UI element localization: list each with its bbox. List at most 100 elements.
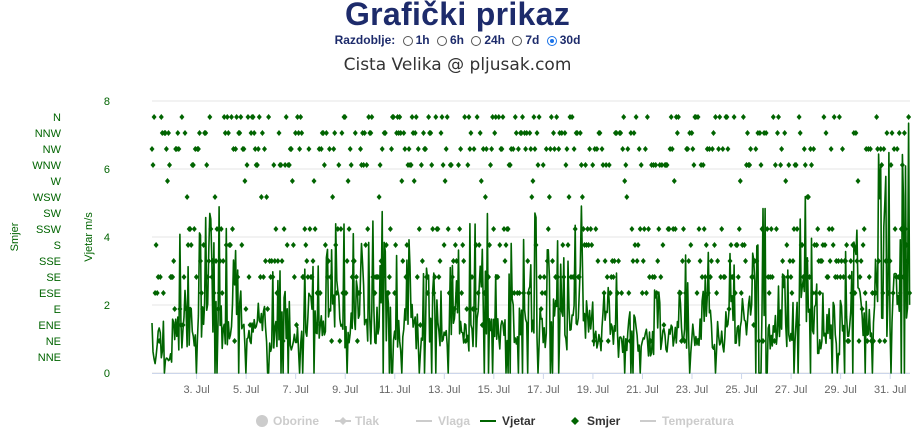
direction-point: [250, 114, 256, 120]
direction-point: [385, 290, 391, 296]
direction-point: [531, 114, 537, 120]
radio-icon[interactable]: [471, 36, 482, 46]
direction-point: [533, 242, 539, 248]
direction-point: [156, 338, 162, 344]
direction-point: [577, 130, 583, 136]
direction-point: [491, 226, 497, 232]
direction-point: [383, 242, 389, 248]
direction-point: [655, 258, 661, 264]
direction-point: [400, 258, 406, 264]
direction-point: [366, 114, 372, 120]
direction-point: [387, 226, 393, 232]
direction-point: [325, 274, 330, 280]
speed-tick-label: 8: [104, 96, 110, 108]
legend-item-vlaga[interactable]: Vlaga: [416, 414, 470, 428]
direction-point: [703, 242, 709, 248]
direction-point: [718, 274, 724, 280]
direction-point: [187, 226, 193, 232]
direction-point: [810, 290, 816, 296]
direction-point: [714, 290, 720, 296]
direction-point: [358, 146, 363, 152]
direction-point: [375, 274, 381, 280]
direction-tick-label: SW: [43, 208, 61, 220]
direction-point: [738, 290, 744, 296]
direction-point: [705, 290, 711, 296]
direction-point: [296, 130, 302, 136]
direction-point: [213, 258, 219, 264]
legend-item-oborine[interactable]: Oborine: [256, 414, 319, 428]
direction-point: [468, 130, 474, 136]
direction-point: [256, 114, 262, 120]
period-option-7d[interactable]: 7d: [512, 33, 539, 47]
x-tick-label: 31. Jul: [874, 384, 906, 396]
direction-point: [283, 114, 289, 120]
direction-point: [492, 130, 498, 136]
direction-point: [450, 258, 456, 264]
legend-item-tlak[interactable]: Tlak: [335, 414, 379, 428]
direction-point: [874, 114, 880, 120]
direction-point: [639, 290, 645, 296]
direction-point: [403, 274, 409, 280]
direction-point: [717, 114, 723, 120]
direction-point: [157, 274, 163, 280]
direction-point: [347, 146, 353, 152]
direction-point: [217, 258, 223, 264]
direction-point: [336, 162, 342, 168]
direction-point: [834, 274, 840, 280]
direction-point: [768, 226, 774, 232]
direction-point: [197, 130, 202, 136]
direction-point: [758, 162, 764, 168]
direction-point: [464, 306, 470, 312]
direction-point: [855, 178, 861, 184]
period-option-30d[interactable]: 30d: [546, 33, 580, 47]
direction-tick-label: SSW: [36, 224, 62, 236]
direction-point: [416, 226, 422, 232]
direction-point: [772, 162, 778, 168]
direction-point: [526, 290, 532, 296]
direction-point: [302, 226, 308, 232]
wind-speed-line: [151, 122, 911, 374]
direction-point: [512, 114, 518, 120]
period-label: Razdoblje:: [334, 33, 396, 47]
direction-point: [898, 226, 904, 232]
direction-point: [439, 114, 445, 120]
x-tick-label: 7. Jul: [283, 384, 309, 396]
direction-point: [170, 274, 176, 280]
direction-point: [715, 258, 721, 264]
radio-icon[interactable]: [402, 36, 413, 46]
radio-selected-icon[interactable]: [546, 36, 557, 46]
direction-point: [378, 258, 384, 264]
legend-item-smjer[interactable]: Smjer: [571, 414, 621, 428]
radio-icon[interactable]: [512, 36, 523, 46]
legend-item-temperatura[interactable]: Temperatura: [640, 414, 734, 428]
direction-point: [642, 146, 648, 152]
direction-point: [787, 258, 793, 264]
period-option-6h[interactable]: 6h: [436, 33, 464, 47]
direction-point: [198, 258, 203, 264]
direction-point: [445, 226, 451, 232]
direction-point: [219, 290, 225, 296]
direction-point: [163, 146, 169, 152]
direction-point: [601, 290, 607, 296]
period-option-24h[interactable]: 24h: [471, 33, 505, 47]
direction-point: [756, 338, 762, 344]
direction-point: [369, 114, 375, 120]
direction-point: [754, 258, 760, 264]
direction-point: [346, 226, 352, 232]
direction-point: [425, 290, 431, 296]
direction-point: [265, 306, 271, 312]
direction-point: [770, 114, 776, 120]
direction-point: [641, 226, 647, 232]
direction-point: [628, 130, 634, 136]
legend-item-vjetar[interactable]: Vjetar: [480, 414, 536, 428]
direction-tick-label: NE: [46, 336, 61, 348]
direction-point: [305, 274, 311, 280]
direction-point: [298, 114, 304, 120]
radio-icon[interactable]: [436, 36, 447, 46]
direction-point: [154, 290, 160, 296]
direction-point: [771, 338, 777, 344]
direction-point: [602, 258, 608, 264]
direction-point: [590, 162, 596, 168]
direction-point: [238, 114, 244, 120]
period-option-1h[interactable]: 1h: [402, 33, 430, 47]
